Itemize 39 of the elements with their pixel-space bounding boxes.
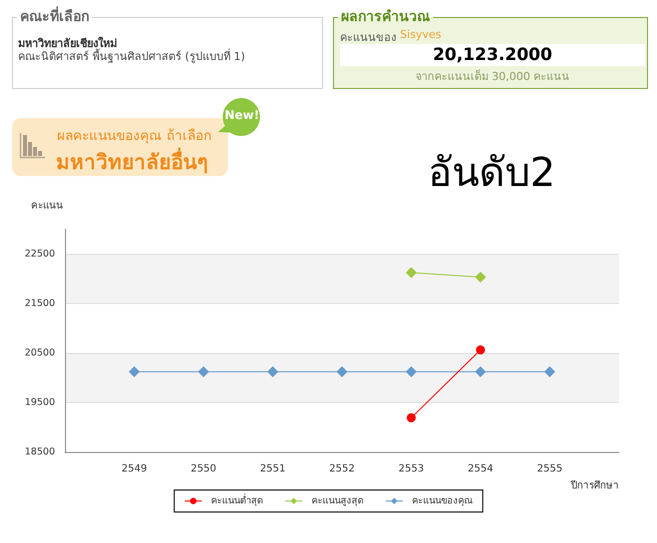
- point: [128, 366, 140, 378]
- point: [406, 366, 417, 378]
- text: Sisyves: [400, 28, 442, 41]
- text: คะแนนของ: [340, 30, 396, 46]
- x-tick-label: 2554: [468, 464, 494, 474]
- point: [267, 366, 278, 378]
- legend-label: คะแนนของคุณ: [412, 496, 473, 506]
- y-axis-title: คะแนน: [31, 200, 63, 212]
- y-tick-label: 22500: [24, 248, 55, 260]
- text: มหาวิทยาลัยอื่นๆ: [56, 146, 208, 176]
- x-axis-title: ปีการศึกษา: [570, 480, 619, 492]
- x-tick-label: 2555: [537, 464, 562, 474]
- y-tick-label: 20500: [24, 347, 55, 358]
- text: มหาวิทยาลัยเชียงใหม่: [18, 36, 117, 50]
- x-tick-label: 2551: [260, 464, 286, 474]
- text: คณะนิติศาสตร์ พื้นฐานศิลปศาสตร์ (รูปแบบที่ 1): [18, 48, 246, 65]
- text: New!: [224, 108, 260, 122]
- point: [475, 366, 486, 378]
- text: จากคะแนนเต็ม 30,000 คะแนน: [414, 68, 571, 85]
- point: [544, 366, 556, 378]
- x-tick-label: 2553: [398, 464, 424, 474]
- point: [406, 413, 416, 422]
- point: [475, 272, 486, 283]
- text: ผลการคำนวณ: [340, 8, 431, 26]
- point: [476, 345, 485, 354]
- legend-label: คะแนนต่ำสุด: [210, 494, 263, 506]
- legend-label: คะแนนสูงสุด: [311, 496, 364, 506]
- y-tick-label: 21500: [24, 298, 55, 309]
- x-tick-label: 2549: [122, 464, 147, 474]
- y-tick-label: 19500: [24, 396, 55, 408]
- x-tick-label: 2550: [190, 464, 216, 474]
- text: ผลคะแนนของคุณ ถ้าเลือก: [57, 127, 212, 146]
- chart-title: อันดับ2: [428, 150, 556, 196]
- y-tick-label: 18500: [24, 446, 55, 458]
- x-tick-label: 2552: [329, 464, 355, 474]
- point: [198, 366, 209, 378]
- text: คณะที่เลือก: [19, 8, 90, 26]
- point: [406, 267, 417, 278]
- point: [336, 366, 348, 378]
